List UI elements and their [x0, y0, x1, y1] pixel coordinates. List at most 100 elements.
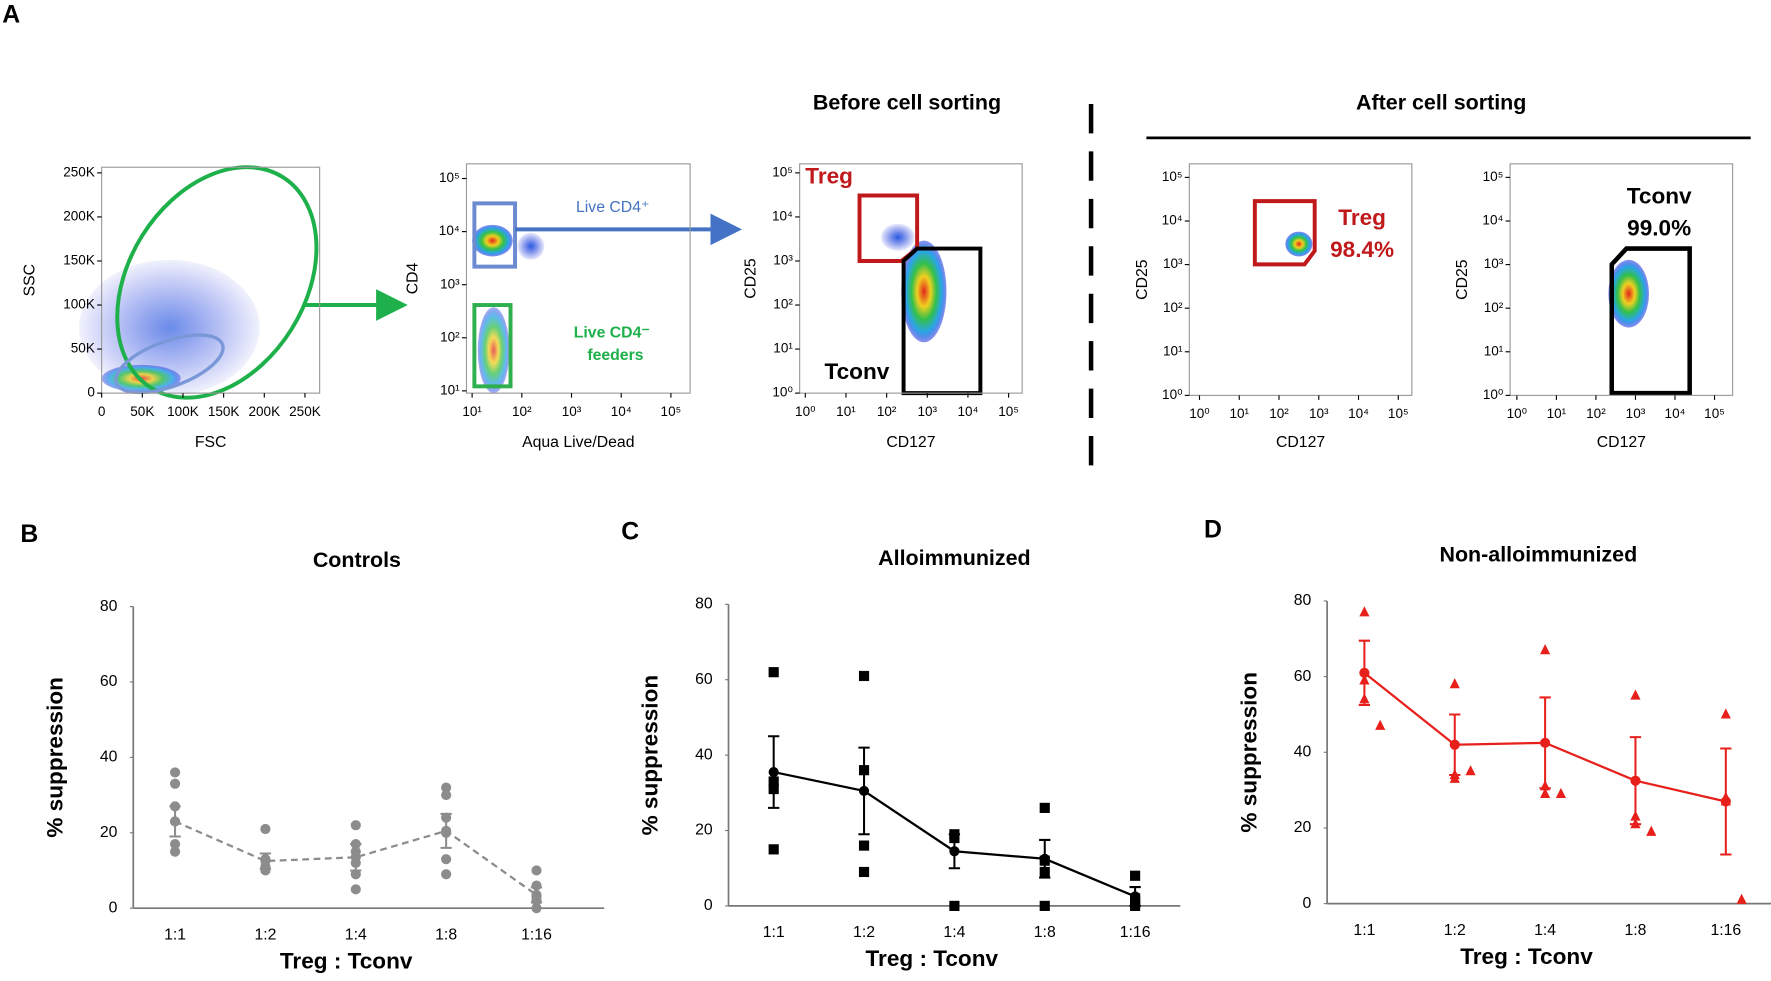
x-tick-label: 10⁴	[611, 404, 632, 419]
x-tick-label: 150K	[208, 404, 240, 419]
x-tick-label: 10⁴	[1665, 406, 1686, 421]
marker	[441, 789, 452, 801]
x-tick-label: 1:8	[1034, 924, 1056, 941]
x-tick-label: 10⁴	[1348, 406, 1369, 421]
y-tick-label: 10¹	[1484, 343, 1504, 358]
y-tick-label: 10²	[1163, 300, 1183, 315]
x-tick-label: 1:8	[1624, 922, 1646, 939]
x-axis-label: CD127	[886, 434, 935, 451]
mean-marker	[1630, 775, 1641, 786]
x-tick-label: 1:1	[164, 926, 186, 943]
y-tick-label: 10⁴	[439, 223, 460, 238]
marker	[858, 670, 870, 682]
x-tick-label: 1:1	[1353, 922, 1375, 939]
gate-label: feeders	[587, 347, 643, 364]
y-tick-label: 10³	[773, 253, 793, 268]
x-tick-label: 10⁰	[795, 404, 816, 419]
y-axis-label: % suppression	[42, 677, 67, 838]
x-tick-label: 10⁴	[958, 404, 979, 419]
y-tick-label: 10⁵	[1162, 169, 1183, 184]
y-axis-label: SSC	[22, 264, 39, 296]
x-tick-label: 10¹	[1229, 406, 1249, 421]
x-tick-label: 1:4	[1534, 922, 1556, 939]
marker	[1039, 802, 1050, 813]
x-axis-label: CD127	[1276, 434, 1325, 451]
y-tick-label: 20	[1294, 819, 1312, 836]
y-tick-label: 0	[704, 897, 713, 914]
gate-label: Live CD4⁻	[574, 324, 650, 341]
marker	[1359, 606, 1370, 617]
marker	[169, 767, 181, 778]
mean-marker	[441, 825, 452, 836]
y-axis-label: % suppression	[638, 675, 663, 836]
x-tick-label: 10¹	[462, 404, 482, 419]
y-tick-label: 10³	[440, 276, 460, 291]
y-axis-label: CD25	[742, 258, 759, 299]
panel-label: C	[621, 519, 639, 546]
y-tick-label: 150K	[63, 253, 95, 268]
marker	[1540, 644, 1551, 655]
x-axis-label: Treg : Tconv	[866, 946, 999, 971]
plot-frame	[799, 163, 1023, 394]
x-tick-label: 1:2	[254, 926, 276, 943]
marker	[169, 778, 181, 789]
y-tick-label: 10⁴	[1482, 213, 1503, 228]
marker	[1375, 719, 1386, 730]
marker	[1630, 689, 1641, 700]
mean-marker	[260, 855, 271, 867]
gates	[114, 165, 1692, 400]
y-tick-label: 10¹	[440, 382, 460, 397]
panel-label: B	[20, 521, 38, 548]
x-tick-label: 10³	[1626, 406, 1646, 421]
y-tick-label: 10⁴	[1162, 213, 1183, 228]
x-tick-label: 10²	[1586, 406, 1606, 421]
marker	[1736, 893, 1747, 904]
y-tick-label: 20	[695, 822, 713, 839]
plot-frame	[465, 163, 691, 394]
x-tick-label: 1:16	[1710, 922, 1741, 939]
x-axis-label: FSC	[195, 434, 227, 451]
gate-label: Tconv	[1627, 184, 1692, 209]
mean-marker	[531, 889, 542, 901]
x-tick-label: 10²	[1269, 406, 1289, 421]
y-tick-label: 0	[109, 899, 118, 916]
marker	[441, 869, 452, 880]
x-tick-label: 1:2	[1444, 922, 1466, 939]
y-tick-label: 10²	[440, 329, 460, 344]
mean-marker	[1359, 667, 1370, 678]
marker	[1646, 825, 1657, 836]
marker	[1555, 787, 1567, 798]
x-tick-label: 50K	[130, 404, 154, 419]
y-tick-label: 0	[87, 385, 95, 400]
x-tick-label: 10¹	[1547, 406, 1567, 421]
x-tick-label: 10³	[562, 404, 582, 419]
x-tick-label: 10⁰	[1189, 406, 1210, 421]
x-tick-label: 10⁵	[1704, 406, 1725, 421]
marker	[441, 854, 452, 865]
marker	[1039, 900, 1050, 911]
marker	[441, 782, 452, 793]
marker	[1449, 678, 1460, 689]
y-tick-label: 10⁴	[772, 209, 793, 224]
x-tick-label: 10¹	[836, 404, 856, 419]
x-tick-label: 1:16	[1120, 924, 1151, 941]
chart-title: Non-alloimmunized	[1439, 542, 1637, 566]
y-axis-label: % suppression	[1236, 672, 1261, 833]
mean-marker	[1039, 853, 1050, 864]
y-tick-label: 0	[1303, 895, 1312, 912]
x-tick-label: 250K	[289, 404, 321, 419]
y-tick-label: 20	[100, 824, 118, 841]
x-tick-label: 10²	[512, 404, 532, 419]
marker	[1540, 787, 1551, 798]
x-tick-label: 10⁰	[1507, 406, 1528, 421]
x-axis-label: CD127	[1597, 434, 1646, 451]
x-axis-label: Treg : Tconv	[1460, 944, 1593, 969]
marker	[350, 869, 361, 880]
y-tick-label: 10²	[773, 297, 793, 312]
mean-line	[174, 820, 538, 896]
chart-title: Controls	[313, 548, 401, 572]
x-tick-label: 10⁵	[661, 404, 682, 419]
panel-label: D	[1204, 516, 1222, 543]
y-tick-label: 250K	[63, 164, 95, 179]
